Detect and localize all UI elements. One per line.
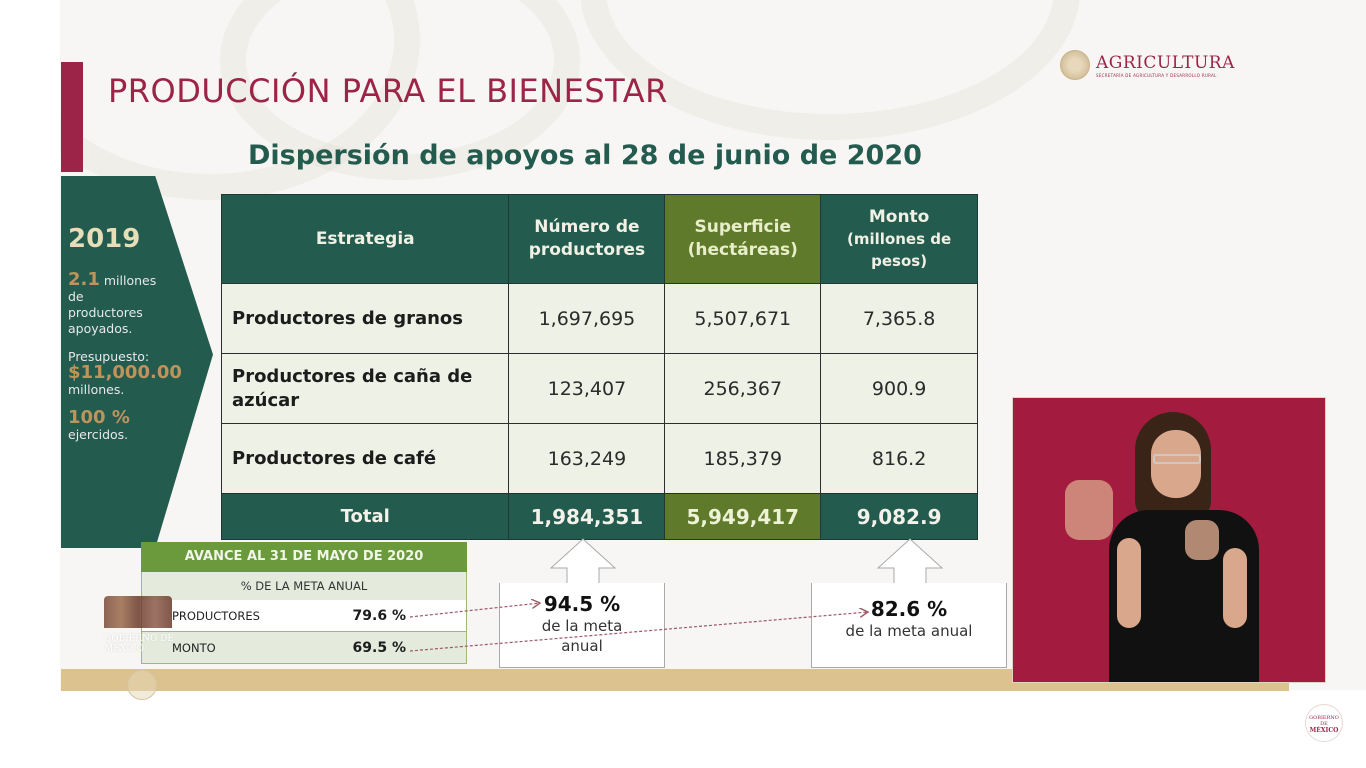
background-ornament [580, 0, 1080, 140]
avance-row-label: PRODUCTORES [172, 608, 260, 623]
executed-value: 100 % [68, 407, 130, 428]
avance-row-label: MONTO [172, 640, 216, 655]
agricultura-logo: AGRICULTURA SECRETARÍA DE AGRICULTURA Y … [1060, 50, 1235, 80]
callout-monto: 82.6 % de la meta anual [811, 583, 1007, 668]
page-title: PRODUCCIÓN PARA EL BIENESTAR [108, 72, 668, 110]
title-accent-bar [61, 62, 83, 172]
interpreter-figure [1153, 454, 1201, 464]
table-row: Productores de café 163,249 185,379 816.… [220, 423, 978, 494]
slide-subtitle: Dispersión de apoyos al 28 de junio de 2… [248, 140, 922, 171]
table-row: Productores de caña de azúcar 123,407 25… [220, 353, 978, 424]
cell-superficie: 185,379 [664, 423, 822, 494]
badge-text: GOBIERNO DE [1309, 715, 1339, 727]
header-monto: Monto (millones de pesos) [820, 194, 978, 284]
total-superficie: 5,949,417 [664, 493, 822, 540]
producers-text: de [68, 289, 84, 304]
producers-text: millones [103, 273, 157, 288]
gob-logo-text: GOBIERNO DE MÉXICO [104, 634, 174, 654]
cell-estrategia: Productores de café [220, 423, 510, 494]
avance-row: MONTO 69.5 % [141, 632, 467, 664]
table-row: Productores de granos 1,697,695 5,507,67… [220, 283, 978, 354]
national-seal-icon [127, 670, 157, 700]
national-seal-icon [1060, 50, 1090, 80]
cell-monto: 816.2 [820, 423, 978, 494]
avance-row-value: 79.6 % [352, 607, 406, 624]
budget-label: Presupuesto: [68, 349, 150, 364]
cell-superficie: 256,367 [664, 353, 822, 424]
total-monto: 9,082.9 [820, 493, 978, 540]
footer-bar [61, 669, 1289, 691]
gobierno-mexico-badge: GOBIERNO DE MÉXICO [1305, 704, 1343, 742]
historic-figures-icon [104, 596, 172, 628]
up-arrow-icon [549, 538, 617, 586]
up-arrow-icon [876, 538, 944, 586]
avance-row: PRODUCTORES 79.6 % [141, 600, 467, 632]
producers-text: apoyados. [68, 321, 133, 336]
header-monto-line: (millones de [847, 230, 952, 248]
header-monto-line: Monto [868, 207, 930, 227]
cell-productores: 123,407 [508, 353, 666, 424]
gobierno-de-mexico-logo: GOBIERNO DE MÉXICO [104, 596, 182, 686]
avance-title: AVANCE AL 31 DE MAYO DE 2020 [141, 542, 467, 572]
table-total-row: Total 1,984,351 5,949,417 9,082.9 [220, 493, 978, 540]
cell-productores: 163,249 [508, 423, 666, 494]
cell-superficie: 5,507,671 [664, 283, 822, 354]
cell-estrategia: Productores de granos [220, 283, 510, 354]
avance-box: AVANCE AL 31 DE MAYO DE 2020 % DE LA MET… [141, 542, 467, 664]
header-productores: Número de productores [508, 194, 666, 284]
interpreter-figure [1065, 480, 1113, 540]
cell-estrategia: Productores de caña de azúcar [220, 353, 510, 424]
badge-text: MÉXICO [1309, 727, 1339, 734]
interpreter-figure [1185, 520, 1219, 560]
total-label: Total [220, 493, 510, 540]
callout-pct: 82.6 % [870, 597, 948, 621]
dispersion-table: Estrategia Número de productores Superfi… [220, 194, 978, 540]
interpreter-figure [1151, 430, 1201, 498]
logo-subtext: SECRETARÍA DE AGRICULTURA Y DESARROLLO R… [1096, 72, 1217, 78]
total-productores: 1,984,351 [508, 493, 666, 540]
table-header-row: Estrategia Número de productores Superfi… [220, 194, 978, 284]
interpreter-figure [1117, 538, 1141, 628]
header-superficie: Superficie (hectáreas) [664, 194, 822, 284]
cell-monto: 7,365.8 [820, 283, 978, 354]
executed-label: ejercidos. [68, 427, 129, 442]
logo-name: AGRICULTURA [1096, 52, 1235, 73]
callout-productores: 94.5 % de la meta anual [499, 583, 665, 668]
budget-unit: millones. [68, 382, 125, 397]
avance-row-value: 69.5 % [352, 639, 406, 656]
callout-desc: de la meta [541, 617, 623, 635]
summary-year: 2019 [68, 224, 141, 254]
header-monto-line: pesos) [871, 252, 928, 270]
callout-pct: 94.5 % [543, 592, 621, 616]
cell-productores: 1,697,695 [508, 283, 666, 354]
avance-subtitle: % DE LA META ANUAL [141, 572, 467, 600]
producers-text: productores [68, 305, 143, 320]
budget-value: $11,000.00 [68, 362, 182, 383]
cell-monto: 900.9 [820, 353, 978, 424]
callout-desc: de la meta anual [845, 622, 973, 640]
sign-language-interpreter-video [1012, 397, 1326, 683]
producers-value: 2.1 [68, 269, 100, 290]
callout-desc: anual [561, 637, 603, 655]
header-estrategia: Estrategia [220, 194, 510, 284]
interpreter-figure [1223, 548, 1247, 628]
